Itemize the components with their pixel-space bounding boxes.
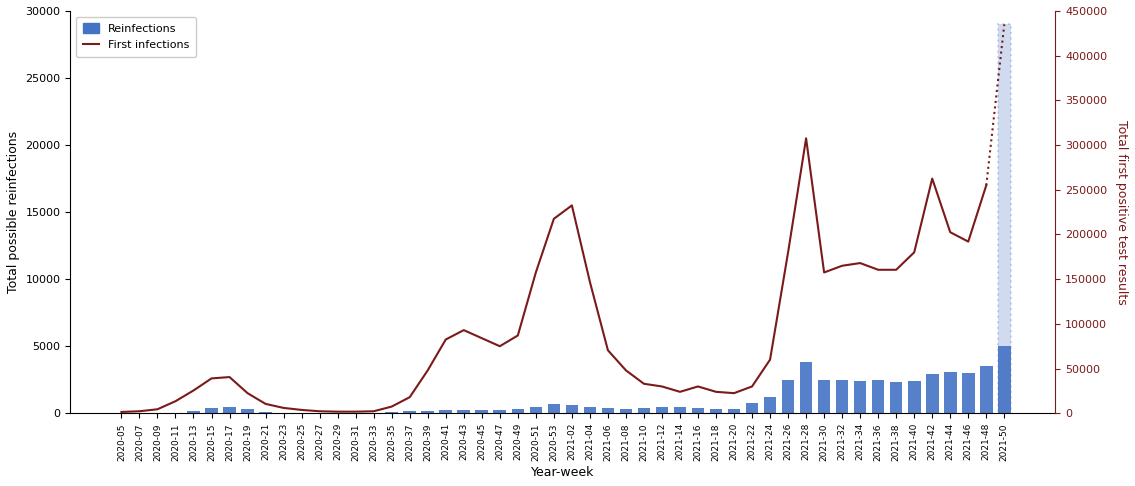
Bar <box>547 404 561 413</box>
Bar <box>187 411 200 413</box>
Bar <box>944 372 957 413</box>
Bar <box>242 409 254 413</box>
Bar <box>764 397 776 413</box>
Y-axis label: Total possible reinfections: Total possible reinfections <box>7 131 20 293</box>
Bar <box>565 404 578 413</box>
Bar <box>674 407 687 413</box>
Bar <box>782 380 794 413</box>
Bar <box>709 409 722 413</box>
Bar <box>386 412 398 413</box>
Bar <box>962 373 975 413</box>
Bar <box>583 407 596 413</box>
Bar <box>620 409 632 413</box>
Bar <box>926 374 939 413</box>
Bar <box>457 410 470 413</box>
Bar <box>259 412 272 413</box>
Bar <box>908 381 920 413</box>
Bar <box>656 407 669 413</box>
Bar <box>494 410 506 413</box>
Bar <box>421 411 434 413</box>
Bar <box>980 366 993 413</box>
Bar <box>638 408 650 413</box>
Bar <box>602 408 614 413</box>
X-axis label: Year-week: Year-week <box>531 466 595 479</box>
Bar <box>854 381 866 413</box>
Y-axis label: Total first positive test results: Total first positive test results <box>1115 120 1128 305</box>
Legend: Reinfections, First infections: Reinfections, First infections <box>76 17 196 57</box>
Bar <box>998 346 1010 413</box>
Bar <box>691 408 705 413</box>
Bar <box>818 380 831 413</box>
Bar <box>403 411 417 413</box>
Bar <box>998 24 1010 413</box>
Bar <box>872 380 884 413</box>
Bar <box>205 408 218 413</box>
Bar <box>800 363 813 413</box>
Bar <box>224 407 236 413</box>
Bar <box>476 410 488 413</box>
Bar <box>530 407 543 413</box>
Bar <box>439 410 452 413</box>
Bar <box>890 382 902 413</box>
Bar <box>746 402 758 413</box>
Bar <box>512 409 524 413</box>
Bar <box>835 380 849 413</box>
Bar <box>728 409 740 413</box>
